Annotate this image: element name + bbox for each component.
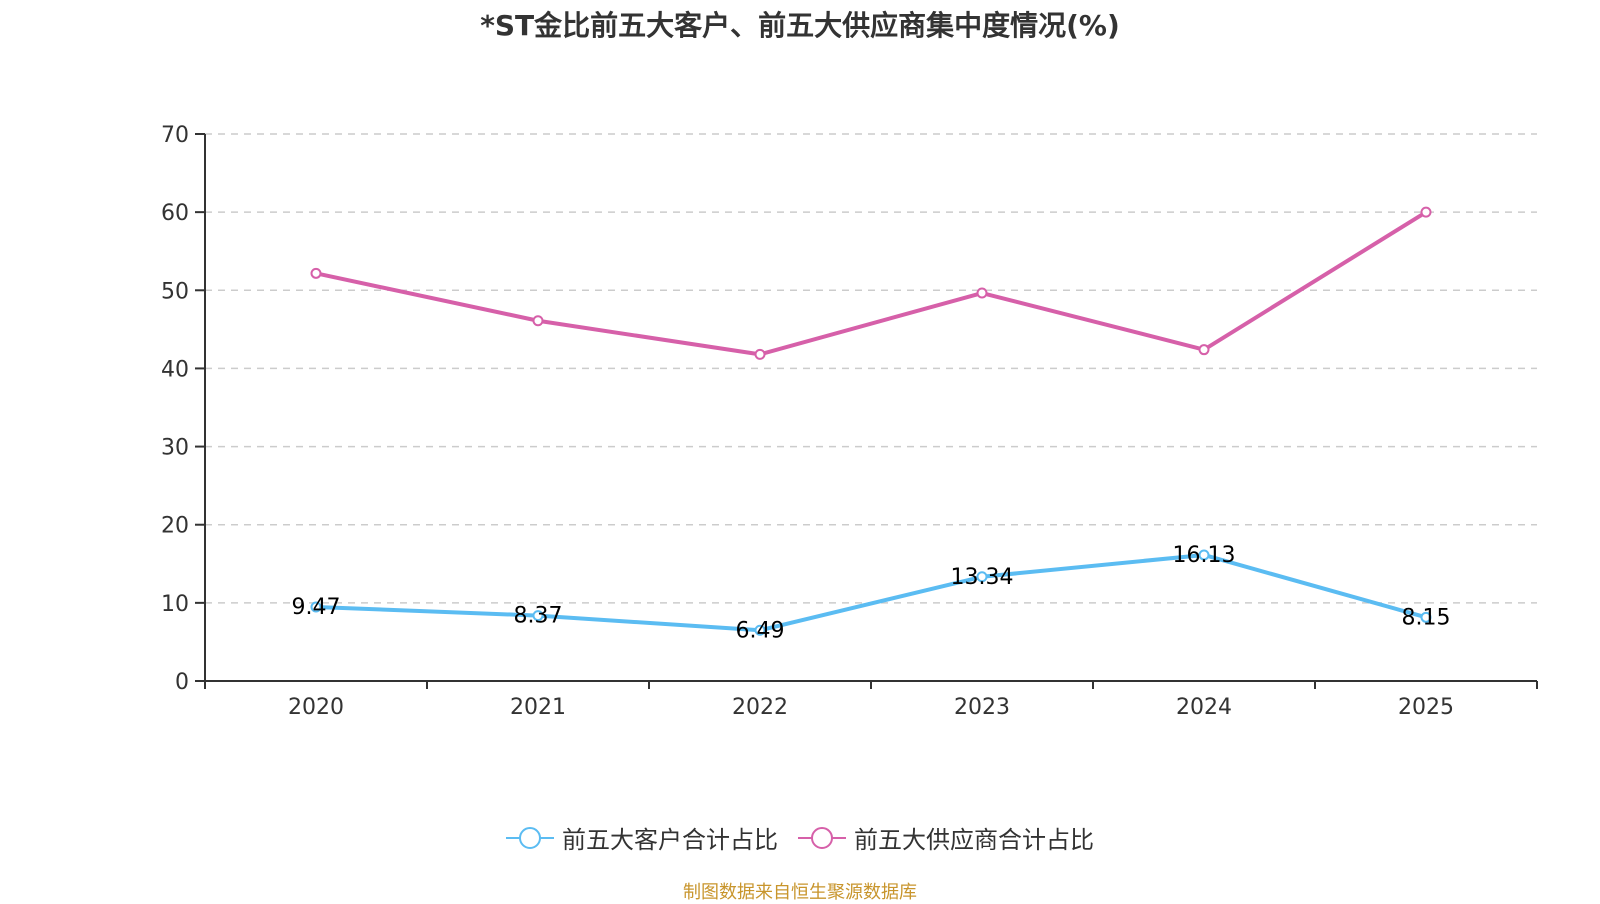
y-tick-label: 30: [161, 436, 189, 461]
data-point: [976, 287, 988, 299]
legend-item-suppliers[interactable]: 前五大供应商合计占比: [798, 820, 1094, 855]
series-group: [310, 206, 1432, 636]
legend-label-customers: 前五大客户合计占比: [562, 826, 778, 854]
data-point: [754, 348, 766, 360]
legend: 前五大客户合计占比 前五大供应商合计占比: [0, 820, 1600, 855]
data-label: 16.13: [1173, 543, 1236, 568]
legend-item-customers[interactable]: 前五大客户合计占比: [506, 820, 778, 855]
x-axis: 2020 2021 2022 2023 2024 2025: [204, 680, 1538, 720]
y-tick-label: 40: [161, 357, 189, 382]
data-point: [976, 571, 988, 583]
data-label: 6.49: [736, 618, 785, 643]
legend-line-circle-icon: [798, 826, 846, 849]
data-point: [754, 624, 766, 636]
x-tick-label: 2022: [732, 695, 788, 720]
data-point: [1420, 206, 1432, 218]
x-tick-label: 2025: [1398, 695, 1454, 720]
data-label: 8.15: [1402, 605, 1451, 630]
x-tick-label: 2021: [510, 695, 566, 720]
legend-label-suppliers: 前五大供应商合计占比: [854, 826, 1094, 854]
y-tick-label: 10: [161, 592, 189, 617]
data-labels: 9.47 8.37 6.49 13.34 16.13 8.15: [292, 543, 1451, 643]
y-tick-label: 60: [161, 201, 189, 226]
data-point: [1198, 344, 1210, 356]
x-tick-label: 2020: [288, 695, 344, 720]
gridlines: [205, 133, 1537, 604]
data-point: [532, 315, 544, 327]
y-tick-label: 70: [161, 123, 189, 148]
data-point: [1198, 549, 1210, 561]
data-label: 13.34: [951, 565, 1014, 590]
data-point: [310, 267, 322, 279]
data-label: 9.47: [292, 595, 341, 620]
data-point: [1420, 611, 1432, 623]
y-axis: 0 10 20 30 40 50 60 70: [161, 123, 206, 695]
chart-title: *ST金比前五大客户、前五大供应商集中度情况(%): [480, 9, 1120, 42]
data-label: 8.37: [514, 604, 563, 629]
y-tick-label: 20: [161, 514, 189, 539]
legend-line-circle-icon: [506, 826, 554, 849]
x-tick-label: 2024: [1176, 695, 1232, 720]
source-footer: 制图数据来自恒生聚源数据库: [683, 882, 917, 903]
series-line-0: [315, 552, 1427, 633]
data-point: [532, 610, 544, 622]
series-line-1: [315, 210, 1428, 357]
y-tick-label: 0: [175, 670, 189, 695]
data-point: [310, 601, 322, 613]
y-tick-label: 50: [161, 279, 189, 304]
x-tick-label: 2023: [954, 695, 1010, 720]
